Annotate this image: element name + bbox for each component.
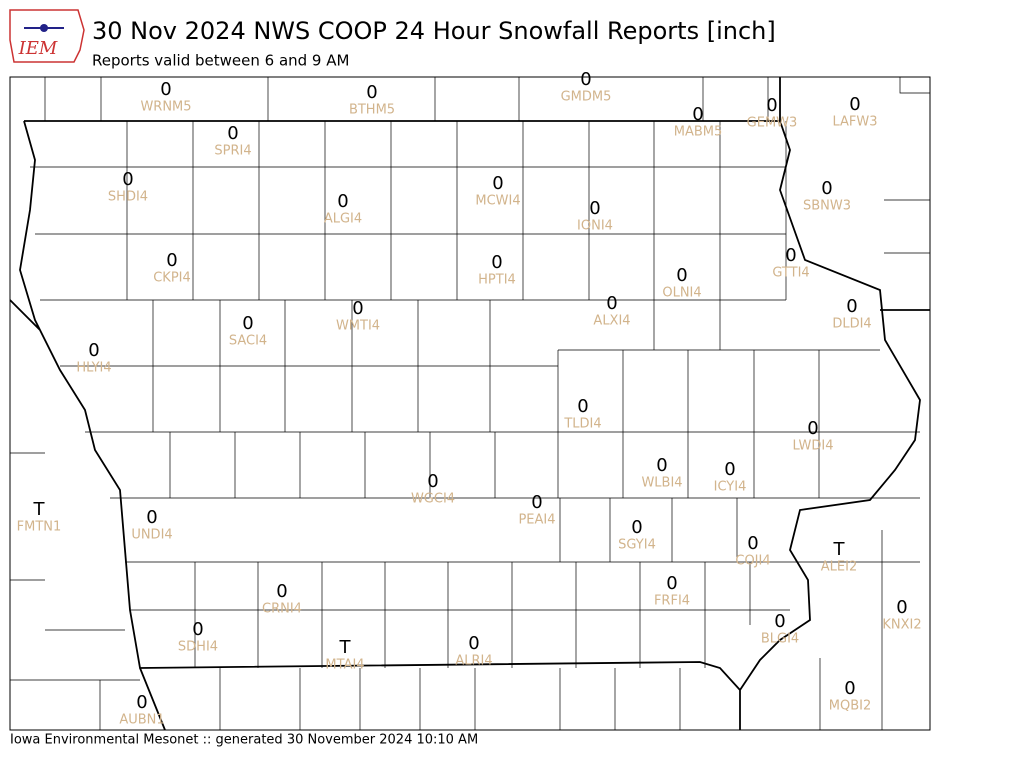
station-id: OLNI4: [662, 286, 701, 301]
station-id: BLGI4: [761, 632, 799, 647]
station-value: 0: [821, 178, 832, 199]
station-value: 0: [468, 633, 479, 654]
map: [9, 76, 931, 731]
station-id: SGYI4: [618, 538, 656, 553]
station-value: 0: [849, 94, 860, 115]
station-id: PEAI4: [518, 513, 555, 528]
station-value: 0: [676, 265, 687, 286]
county-lines: [10, 77, 930, 730]
station-id: ICYI4: [714, 480, 747, 495]
station-value: 0: [766, 95, 777, 116]
station-value: 0: [747, 533, 758, 554]
station-value: 0: [242, 313, 253, 334]
station-id: HLYI4: [76, 361, 111, 376]
station-id: FMTN1: [17, 520, 62, 535]
station-id: AUBN1: [119, 713, 164, 728]
station-value: 0: [192, 619, 203, 640]
station-id: ALGI4: [324, 212, 362, 227]
station-id: SPRI4: [214, 144, 251, 159]
station-id: SDHI4: [178, 640, 218, 655]
station-value: 0: [577, 396, 588, 417]
station-value: 0: [276, 581, 287, 602]
station-value: 0: [136, 692, 147, 713]
station-value: 0: [88, 340, 99, 361]
station-value: 0: [352, 298, 363, 319]
station-value: T: [339, 637, 352, 658]
station-id: HPTI4: [478, 273, 516, 288]
station-id: WMTI4: [336, 319, 380, 334]
station-id: ALXI4: [593, 314, 630, 329]
station-value: 0: [846, 296, 857, 317]
station-id: ALEI2: [821, 560, 857, 575]
station-value: 0: [122, 169, 133, 190]
station-value: 0: [589, 198, 600, 219]
station-value: 0: [227, 123, 238, 144]
station-id: CKPI4: [153, 271, 191, 286]
station-value: 0: [666, 573, 677, 594]
station-value: 0: [844, 678, 855, 699]
footer: Iowa Environmental Mesonet :: generated …: [10, 733, 478, 748]
station-id: SHDI4: [108, 190, 148, 205]
station-id: TLDI4: [563, 417, 601, 432]
station-id: WRNM5: [140, 100, 191, 115]
station-id: LWDI4: [792, 439, 833, 454]
station-id: MCWI4: [475, 194, 520, 209]
subtitle: Reports valid between 6 and 9 AM: [92, 52, 349, 70]
station-id: SACI4: [229, 334, 267, 349]
station-id: SBNW3: [803, 199, 851, 214]
station-id: FRFI4: [654, 594, 690, 609]
station-id: LAFW3: [832, 115, 877, 130]
station-id: UNDI4: [131, 528, 172, 543]
station-value: 0: [337, 191, 348, 212]
logo: IEM: [9, 9, 85, 63]
title: 30 Nov 2024 NWS COOP 24 Hour Snowfall Re…: [92, 17, 776, 45]
station-id: MQBI2: [829, 699, 871, 714]
station-value: 0: [785, 245, 796, 266]
station-id: COJI4: [735, 554, 770, 569]
station-id: KNXI2: [882, 618, 921, 633]
station-value: T: [33, 499, 46, 520]
station-value: 0: [631, 517, 642, 538]
station-value: 0: [896, 597, 907, 618]
state-borders: [9, 77, 930, 731]
station-value: 0: [491, 252, 502, 273]
station-value: 0: [492, 173, 503, 194]
station-value: 0: [724, 459, 735, 480]
station-id: DLDI4: [832, 317, 871, 332]
station-value: 0: [656, 455, 667, 476]
station-id: BTHM5: [349, 103, 395, 118]
station-id: GEMW3: [747, 116, 798, 131]
station-value: 0: [807, 418, 818, 439]
station-value: 0: [146, 507, 157, 528]
station-value: 0: [774, 611, 785, 632]
station-id: MABM5: [674, 125, 723, 140]
stations: 0WRNM50BTHM50GMDM50MABM50GEMW30LAFW30SPR…: [17, 69, 922, 728]
station-id: MTAI4: [325, 658, 364, 673]
station-id: ALRI4: [455, 654, 492, 669]
station-id: WLBI4: [641, 476, 682, 491]
logo-text: IEM: [18, 38, 58, 59]
station-value: 0: [366, 82, 377, 103]
station-value: 0: [531, 492, 542, 513]
station-value: 0: [427, 471, 438, 492]
station-id: WGCI4: [411, 492, 455, 507]
station-id: IONI4: [577, 219, 613, 234]
station-value: 0: [166, 250, 177, 271]
station-id: GMDM5: [561, 90, 612, 105]
station-value: 0: [692, 104, 703, 125]
station-id: GTTI4: [772, 266, 809, 281]
station-value: 0: [580, 69, 591, 90]
station-id: CRNI4: [262, 602, 302, 617]
station-value: T: [833, 539, 846, 560]
station-value: 0: [160, 79, 171, 100]
station-value: 0: [606, 293, 617, 314]
